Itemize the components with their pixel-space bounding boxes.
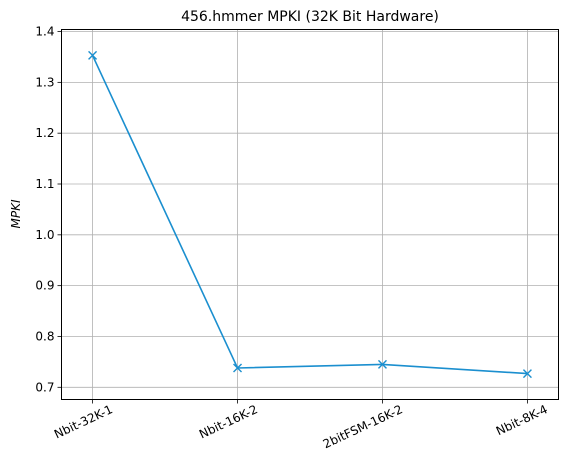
x-tick-label: Nbit-16K-2 xyxy=(197,402,260,441)
y-tick-label: 1.0 xyxy=(35,228,54,242)
x-axis: Nbit-32K-1 Nbit-16K-2 2bitFSM-16K-2 Nbit-8K… xyxy=(52,399,550,451)
y-tick-label: 1.2 xyxy=(35,126,54,140)
y-tick-label: 1.4 xyxy=(35,25,54,39)
data-point-marker xyxy=(522,369,532,379)
y-axis: 0.7 0.8 0.9 1.0 1.1 1.2 1.3 1.4 xyxy=(35,25,62,394)
data-point-marker xyxy=(377,359,387,369)
series-line-group xyxy=(88,50,532,379)
y-tick-label: 0.8 xyxy=(35,329,54,343)
x-tick-label: Nbit-8K-4 xyxy=(494,402,550,438)
y-tick-label: 0.9 xyxy=(35,279,54,293)
series-line xyxy=(91,55,528,375)
data-point-marker xyxy=(233,363,243,373)
y-tick-label: 1.1 xyxy=(35,177,54,191)
data-point-marker xyxy=(88,50,98,60)
x-tick-label: 2bitFSM-16K-2 xyxy=(321,402,405,451)
chart-title: 456.hmmer MPKI (32K Bit Hardware) xyxy=(181,9,439,25)
plot-frame xyxy=(61,29,559,400)
x-tick-label: Nbit-32K-1 xyxy=(52,402,115,441)
y-tick-label: 1.3 xyxy=(35,75,54,89)
grid-lines xyxy=(61,29,559,400)
y-tick-label: 0.7 xyxy=(35,380,54,394)
y-axis-label: MPKI xyxy=(9,199,23,228)
